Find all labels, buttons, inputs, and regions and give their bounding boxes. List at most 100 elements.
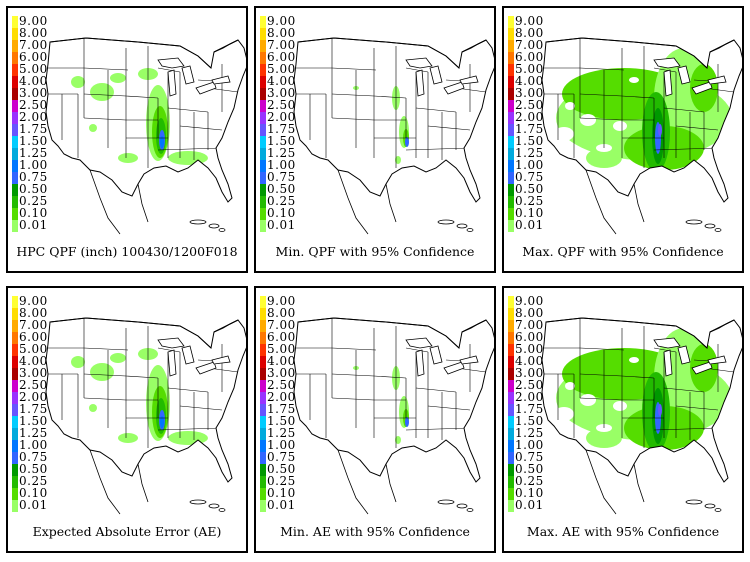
- legend-entry: 0.10: [260, 486, 300, 500]
- legend-entry: 1.00: [12, 438, 52, 452]
- great-lake: [405, 57, 433, 69]
- legend-swatch: [508, 368, 514, 380]
- state-border: [331, 397, 375, 401]
- caribbean-island: [466, 508, 474, 512]
- legend-entry: 1.50: [260, 134, 300, 148]
- legend-swatch: [508, 488, 514, 500]
- legend-swatch: [12, 440, 18, 452]
- state-border: [157, 427, 223, 431]
- legend-label: 2.00: [19, 390, 48, 404]
- legend-swatch: [260, 488, 266, 500]
- legend-swatch: [12, 488, 18, 500]
- state-border: [621, 95, 655, 99]
- legend-label: 0.25: [19, 474, 48, 488]
- state-border: [579, 347, 625, 351]
- legend-label: 0.10: [19, 486, 48, 500]
- legend-entry: 7.00: [508, 38, 548, 52]
- legend-entry: 0.50: [508, 182, 548, 196]
- legend-label: 0.10: [267, 486, 296, 500]
- dry-patch: [613, 121, 627, 131]
- legend-swatch: [260, 392, 266, 404]
- legend-swatch: [508, 356, 514, 368]
- legend-label: 1.50: [19, 414, 48, 428]
- legend-entry: 0.75: [508, 170, 548, 184]
- legend-swatch: [260, 160, 266, 172]
- legend-entry: 1.00: [508, 158, 548, 172]
- great-lake: [707, 75, 727, 85]
- caribbean-island: [437, 219, 455, 225]
- legend-entry: 7.00: [508, 318, 548, 332]
- legend-swatch: [508, 88, 514, 100]
- legend-entry: 6.00: [12, 330, 52, 344]
- legend-entry: 1.75: [12, 402, 52, 416]
- legend-label: 2.00: [515, 390, 544, 404]
- legend-label: 0.25: [267, 194, 296, 208]
- legend-label: 7.00: [515, 318, 544, 332]
- legend-swatch: [260, 148, 266, 160]
- state-borders: [296, 318, 487, 448]
- state-borders: [544, 318, 735, 448]
- legend-swatch: [12, 320, 18, 332]
- dry-patch: [580, 394, 596, 406]
- legend-swatch: [12, 500, 18, 512]
- panel-caption: HPC QPF (inch) 100430/1200F018: [16, 244, 238, 259]
- legend-entry: 2.00: [12, 390, 52, 404]
- legend-label: 6.00: [515, 330, 544, 344]
- mexico-coast: [585, 169, 645, 235]
- legend-swatch: [12, 52, 18, 64]
- legend-label: 7.00: [267, 318, 296, 332]
- state-border: [621, 375, 655, 379]
- dry-patch: [554, 127, 574, 141]
- caribbean-island: [685, 219, 703, 225]
- legend-label: 3.00: [515, 366, 544, 380]
- state-border: [331, 373, 375, 377]
- state-border: [179, 405, 223, 411]
- legend-swatch: [12, 184, 18, 196]
- legend-label: 5.00: [19, 62, 48, 76]
- legend-entry: 6.00: [260, 330, 300, 344]
- mexico-coast: [89, 169, 149, 235]
- us-map: [541, 37, 742, 235]
- legend-entry: 1.25: [508, 426, 548, 440]
- state-border: [415, 387, 457, 393]
- state-border: [653, 67, 677, 73]
- caribbean-island: [456, 503, 468, 509]
- legend-entry: 7.00: [12, 38, 52, 52]
- legend-swatch: [12, 332, 18, 344]
- legend-entry: 0.10: [260, 206, 300, 220]
- legend-swatch: [12, 148, 18, 160]
- legend-swatch: [260, 136, 266, 148]
- legend-label: 9.00: [267, 294, 296, 308]
- legend-entry: 0.01: [508, 218, 548, 232]
- legend-swatch: [508, 76, 514, 88]
- legend-label: 1.25: [267, 146, 296, 160]
- legend-entry: 8.00: [508, 26, 548, 40]
- great-lake: [429, 65, 443, 85]
- legend-entry: 0.50: [508, 462, 548, 476]
- state-border: [331, 347, 377, 351]
- legend-swatch: [508, 428, 514, 440]
- legend-label: 0.75: [19, 450, 48, 464]
- legend-swatch: [260, 88, 266, 100]
- legend-swatch: [260, 52, 266, 64]
- legend-swatch: [260, 476, 266, 488]
- panel-max-qpf: 9.00 8.00 7.00 6.00 5.00 4.00 3.00 2.50 2.00 1.75…: [502, 6, 744, 273]
- legend-entry: 0.01: [260, 218, 300, 232]
- state-border: [83, 117, 127, 121]
- legend-entry: 1.50: [12, 134, 52, 148]
- legend-swatch: [12, 160, 18, 172]
- legend-swatch: [260, 416, 266, 428]
- caribbean-island: [704, 503, 716, 509]
- precip-area: [658, 404, 662, 416]
- legend-label: 8.00: [267, 26, 296, 40]
- legend-entry: 1.50: [508, 134, 548, 148]
- legend-entry: 1.25: [260, 146, 300, 160]
- legend-swatch: [12, 392, 18, 404]
- legend-swatch: [260, 308, 266, 320]
- legend-swatch: [12, 196, 18, 208]
- legend-label: 1.50: [515, 414, 544, 428]
- legend-swatch: [508, 64, 514, 76]
- legend-label: 6.00: [515, 50, 544, 64]
- legend-entry: 2.50: [12, 378, 52, 392]
- legend-label: 8.00: [515, 26, 544, 40]
